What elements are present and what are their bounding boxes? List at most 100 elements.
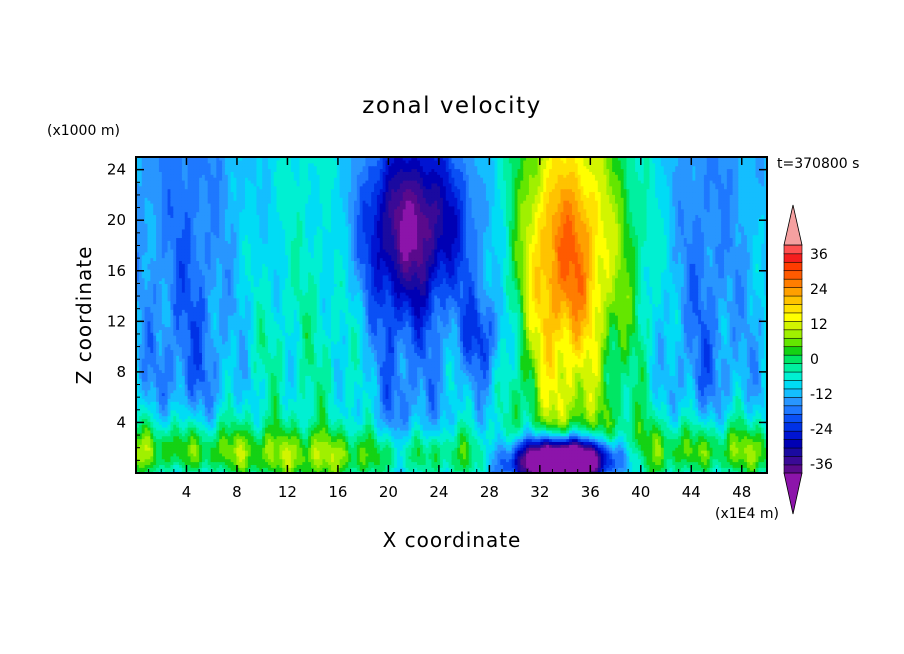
field-cell	[723, 432, 728, 437]
field-cell	[179, 447, 183, 451]
field-cell	[331, 458, 335, 463]
field-cell	[620, 461, 625, 465]
field-cell	[219, 441, 223, 445]
field-cell	[428, 435, 433, 440]
field-cell	[204, 438, 209, 442]
field-cell	[537, 427, 542, 431]
field-cell	[270, 441, 275, 445]
field-cell	[408, 441, 412, 445]
field-cell	[569, 458, 573, 463]
field-cell	[270, 455, 275, 460]
field-cell	[428, 461, 433, 465]
field-cell	[216, 464, 220, 468]
field-cell	[150, 467, 154, 471]
field-cell	[313, 444, 318, 448]
field-cell	[288, 444, 292, 448]
field-cell	[207, 461, 212, 465]
field-cell	[586, 452, 590, 457]
field-cell	[474, 467, 478, 471]
field-cell	[288, 429, 292, 434]
field-cell	[471, 435, 476, 440]
field-cell	[362, 452, 367, 457]
field-cell	[500, 464, 504, 468]
field-cell	[646, 464, 651, 468]
field-cell	[170, 450, 174, 454]
field-cell	[606, 464, 610, 468]
field-cell	[394, 441, 398, 445]
field-cell	[592, 438, 596, 442]
field-cell	[190, 441, 194, 445]
field-cell	[523, 435, 527, 440]
field-cell	[224, 424, 229, 428]
field-cell	[566, 432, 570, 437]
field-cell	[660, 458, 665, 463]
field-cell	[663, 432, 668, 437]
field-cell	[660, 450, 665, 454]
field-cell	[170, 432, 174, 437]
field-cell	[635, 461, 639, 465]
field-cell	[262, 444, 266, 448]
field-cell	[729, 450, 734, 454]
field-cell	[184, 435, 189, 440]
field-cell	[442, 450, 447, 454]
field-cell	[508, 450, 513, 454]
field-cell	[156, 444, 160, 448]
field-cell	[397, 467, 401, 471]
field-cell	[310, 464, 315, 468]
field-cell	[526, 458, 530, 463]
field-cell	[669, 429, 673, 434]
field-cell	[537, 441, 542, 445]
field-cell	[640, 432, 645, 437]
field-cell	[583, 435, 587, 440]
field-cell	[600, 427, 605, 431]
field-cell	[543, 427, 547, 431]
field-cell	[299, 441, 303, 445]
field-cell	[678, 461, 682, 465]
field-cell	[391, 455, 395, 460]
field-cell	[592, 450, 596, 454]
field-cell	[669, 464, 673, 468]
field-cell	[640, 435, 645, 440]
field-cell	[703, 427, 708, 431]
field-cell	[655, 432, 659, 437]
field-cell	[589, 450, 593, 454]
field-cell	[187, 441, 192, 445]
field-cell	[164, 450, 169, 454]
field-cell	[136, 435, 140, 440]
field-cell	[411, 441, 415, 445]
field-cell	[322, 429, 326, 434]
field-cell	[715, 435, 719, 440]
field-cell	[554, 470, 559, 473]
field-cell	[583, 432, 587, 437]
field-cell	[379, 461, 384, 465]
field-cell	[308, 461, 312, 465]
field-cell	[560, 447, 564, 451]
field-cell	[385, 427, 389, 431]
field-cell	[247, 458, 252, 463]
field-cell	[511, 470, 516, 473]
field-cell	[273, 461, 278, 465]
field-cell	[703, 461, 708, 465]
field-cell	[279, 470, 283, 473]
field-cell	[574, 458, 579, 463]
field-cell	[460, 470, 464, 473]
field-cell	[726, 458, 731, 463]
field-cell	[652, 441, 656, 445]
field-cell	[726, 435, 731, 440]
field-cell	[310, 424, 315, 428]
field-cell	[577, 452, 582, 457]
field-cell	[408, 447, 412, 451]
field-cell	[448, 444, 453, 448]
field-cell	[259, 450, 263, 454]
field-cell	[746, 435, 751, 440]
field-cell	[374, 455, 378, 460]
field-cell	[732, 458, 737, 463]
field-cell	[557, 464, 562, 468]
field-cell	[158, 429, 163, 434]
field-cell	[462, 455, 467, 460]
field-cell	[216, 427, 220, 431]
field-cell	[554, 435, 559, 440]
field-cell	[428, 432, 433, 437]
field-cell	[244, 427, 249, 431]
field-cell	[675, 427, 679, 431]
